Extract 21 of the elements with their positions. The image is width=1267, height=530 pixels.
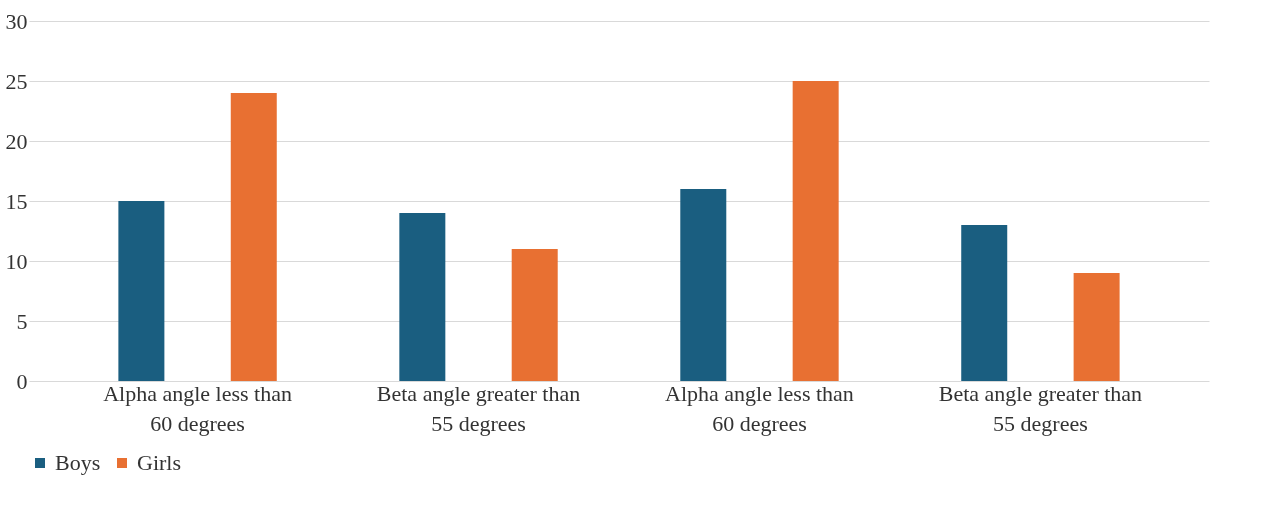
x-tick-label: Alpha angle less than 60 degrees	[103, 380, 292, 436]
y-tick-label: 25	[5, 68, 28, 94]
y-tick-label: 10	[5, 248, 28, 274]
bar	[680, 189, 727, 381]
bar	[230, 93, 277, 381]
x-tick-label: Beta angle greater than 55 degrees	[376, 380, 581, 436]
x-tick-label: Beta angle greater than 55 degrees	[938, 380, 1143, 436]
y-tick-label: 5	[16, 308, 28, 334]
legend-label: Boys	[55, 450, 101, 475]
bar	[1073, 273, 1120, 381]
x-tick-label: Alpha angle less than 60 degrees	[665, 380, 854, 436]
bar	[792, 81, 839, 381]
y-tick-label: 30	[5, 8, 28, 34]
bar	[399, 213, 446, 381]
bar	[961, 225, 1008, 381]
bar	[511, 249, 558, 381]
legend-label: Girls	[137, 450, 181, 475]
y-tick-label: 15	[5, 188, 28, 214]
y-tick-label: 0	[16, 368, 28, 394]
y-tick-label: 20	[5, 128, 28, 154]
bar	[118, 201, 165, 381]
